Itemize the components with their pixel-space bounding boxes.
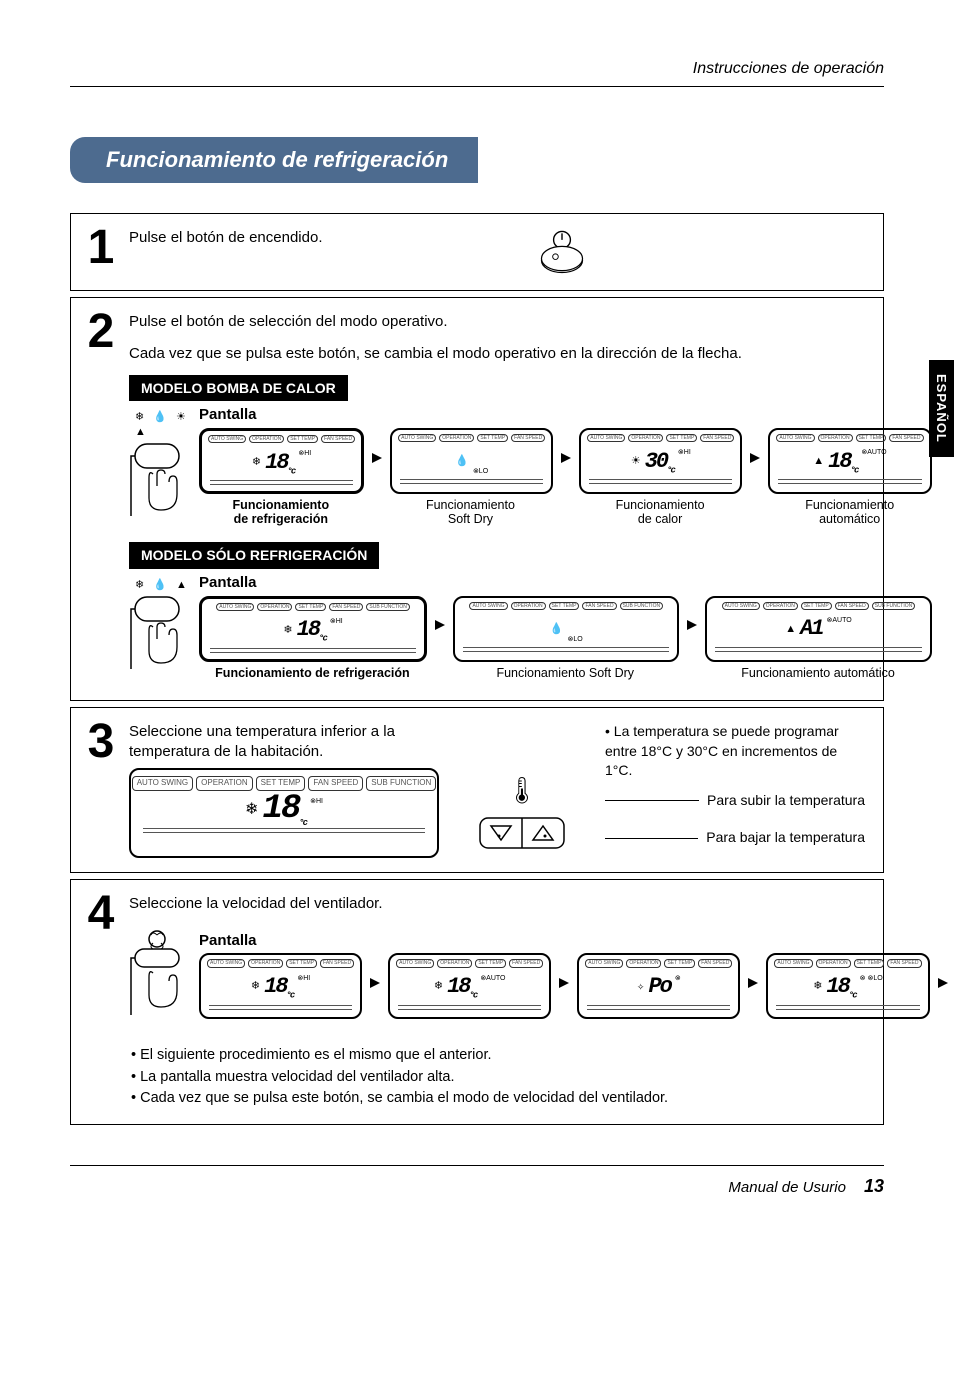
step-number: 4 (83, 894, 119, 935)
arrow-icon (559, 451, 573, 471)
step-1: 1 Pulse el botón de encendido. (70, 213, 884, 291)
step-text: Pulse el botón de encendido. (129, 228, 452, 248)
display-fan-po: AUTO SWINGOPERATIONSET TEMPFAN SPEED ✧Po… (577, 953, 740, 1019)
step-text: Seleccione una temperatura inferior a la… (129, 722, 439, 763)
step-2: 2 Pulse el botón de selección del modo o… (70, 297, 884, 701)
step-text: Pulse el botón de selección del modo ope… (129, 312, 932, 332)
bullet: La pantalla muestra velocidad del ventil… (131, 1067, 865, 1089)
mode-button-icon: ❄ 💧 ☀ ▲ (129, 410, 193, 522)
arrow-icon (370, 451, 384, 471)
mode-button-icon: ❄ 💧 ▲ (129, 578, 193, 675)
arrow-icon (748, 451, 762, 471)
bullet: El siguiente procedimiento es el mismo q… (131, 1045, 865, 1067)
step-text: Seleccione la velocidad del ventilador. (129, 894, 954, 914)
step-number: 3 (83, 722, 119, 763)
cool-only-title: MODELO SÓLO REFRIGERACIÓN (129, 542, 379, 569)
display-fan-hi: AUTO SWINGOPERATIONSET TEMPFAN SPEED ❄18… (199, 953, 362, 1019)
temp-range-note: La temperatura se puede programar entre … (605, 722, 865, 781)
display-fan-auto: AUTO SWINGOPERATIONSET TEMPFAN SPEED ❄18… (388, 953, 551, 1019)
pantalla-label: Pantalla (199, 573, 932, 593)
temp-buttons-icon (478, 812, 566, 858)
step-4: 4 Seleccione la velocidad del ventilador… (70, 879, 884, 1125)
display-softdry: AUTO SWINGOPERATIONSET TEMPFAN SPEED 💧⊗L… (390, 428, 553, 494)
display-heat: AUTO SWINGOPERATIONSET TEMPFAN SPEED ☀30… (579, 428, 742, 494)
fan-button-icon (129, 929, 193, 1021)
breadcrumb: Instrucciones de operación (70, 60, 884, 78)
pantalla-label: Pantalla (199, 405, 932, 425)
footer-manual: Manual de Usurio (728, 1179, 846, 1196)
thermometer-icon: 🌡 (505, 773, 538, 808)
temp-down-label: Para bajar la temperatura (706, 828, 865, 848)
display-auto: AUTO SWINGOPERATIONSET TEMPFAN SPEEDSUB … (705, 596, 931, 662)
arrow-icon (936, 976, 950, 996)
bullet: Cada vez que se pulsa este botón, se cam… (131, 1088, 865, 1110)
arrow-icon (368, 976, 382, 996)
arrow-icon (746, 976, 760, 996)
display-cooling: AUTO SWINGOPERATIONSET TEMPFAN SPEED ❄18… (199, 428, 364, 494)
step-text: Cada vez que se pulsa este botón, se cam… (129, 344, 932, 364)
display-auto: AUTO SWINGOPERATIONSET TEMPFAN SPEED ▲18… (768, 428, 931, 494)
section-title: Funcionamiento de refrigeración (70, 137, 884, 183)
arrow-icon (685, 618, 699, 638)
power-icon (534, 228, 590, 276)
language-tab: ESPAÑOL (929, 360, 954, 457)
footer-page: 13 (864, 1176, 884, 1197)
display-softdry: AUTO SWINGOPERATIONSET TEMPFAN SPEEDSUB … (453, 596, 679, 662)
header-rule (70, 86, 884, 87)
display-fan-lo: AUTO SWINGOPERATIONSET TEMPFAN SPEED ❄18… (766, 953, 929, 1019)
temp-up-label: Para subir la temperatura (707, 791, 865, 811)
step-number: 2 (83, 312, 119, 353)
display-temp: AUTO SWINGOPERATIONSET TEMPFAN SPEEDSUB … (129, 768, 439, 858)
step-3: 3 Seleccione una temperatura inferior a … (70, 707, 884, 874)
arrow-icon (433, 618, 447, 638)
arrow-icon (557, 976, 571, 996)
footer: Manual de Usurio 13 (70, 1165, 884, 1197)
display-cooling: AUTO SWINGOPERATIONSET TEMPFAN SPEEDSUB … (199, 596, 427, 662)
step-number: 1 (83, 228, 119, 269)
pantalla-label: Pantalla (199, 931, 954, 951)
heat-pump-title: MODELO BOMBA DE CALOR (129, 375, 348, 402)
